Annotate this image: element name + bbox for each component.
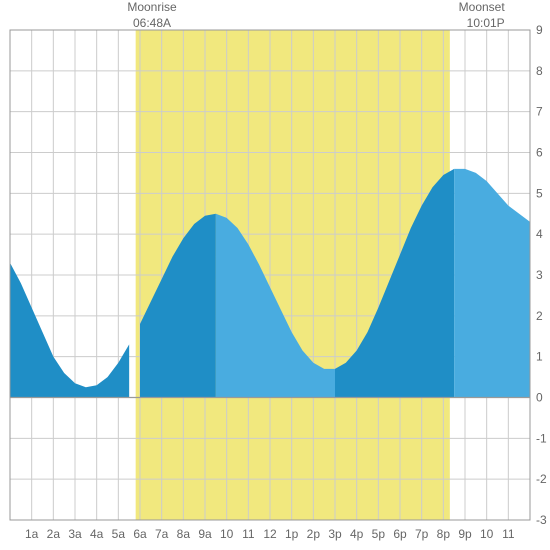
y-tick-label: 4 [536, 227, 543, 241]
x-tick-label: 9p [458, 527, 472, 541]
x-tick-label: 3p [328, 527, 342, 541]
x-tick-label: 6a [133, 527, 147, 541]
chart-svg: -3-2-101234567891a2a3a4a5a6a7a8a9a101112… [0, 0, 550, 550]
x-tick-label: 10 [220, 527, 234, 541]
moonset-label: Moonset 10:01P [459, 0, 505, 31]
x-tick-label: 7p [415, 527, 429, 541]
y-tick-label: 8 [536, 64, 543, 78]
moonrise-time: 06:48A [127, 16, 176, 32]
y-tick-label: -2 [536, 472, 547, 486]
x-tick-label: 4p [350, 527, 364, 541]
y-tick-label: 0 [536, 391, 543, 405]
x-tick-label: 2a [47, 527, 61, 541]
y-tick-label: 3 [536, 268, 543, 282]
x-tick-label: 11 [242, 527, 255, 541]
y-tick-label: 1 [536, 350, 543, 364]
x-tick-label: 6p [393, 527, 407, 541]
moonrise-label: Moonrise 06:48A [127, 0, 176, 31]
y-tick-label: 9 [536, 23, 543, 37]
x-tick-label: 10 [480, 527, 494, 541]
y-tick-label: -1 [536, 431, 547, 445]
y-tick-label: 6 [536, 146, 543, 160]
x-tick-label: 8a [177, 527, 191, 541]
x-tick-label: 5a [112, 527, 126, 541]
x-tick-label: 1p [285, 527, 299, 541]
x-tick-label: 12 [263, 527, 277, 541]
x-tick-label: 2p [307, 527, 321, 541]
x-tick-label: 3a [68, 527, 82, 541]
moonset-title: Moonset [459, 0, 505, 16]
y-tick-label: -3 [536, 513, 547, 527]
x-tick-label: 4a [90, 527, 104, 541]
x-tick-label: 5p [372, 527, 386, 541]
moonrise-title: Moonrise [127, 0, 176, 16]
y-tick-label: 2 [536, 309, 543, 323]
x-tick-label: 1a [25, 527, 39, 541]
x-tick-label: 8p [437, 527, 451, 541]
x-tick-label: 9a [198, 527, 212, 541]
tide-chart: -3-2-101234567891a2a3a4a5a6a7a8a9a101112… [0, 0, 550, 550]
moonset-time: 10:01P [459, 16, 505, 32]
x-tick-label: 7a [155, 527, 169, 541]
y-tick-label: 7 [536, 105, 543, 119]
x-tick-label: 11 [502, 527, 515, 541]
y-tick-label: 5 [536, 186, 543, 200]
